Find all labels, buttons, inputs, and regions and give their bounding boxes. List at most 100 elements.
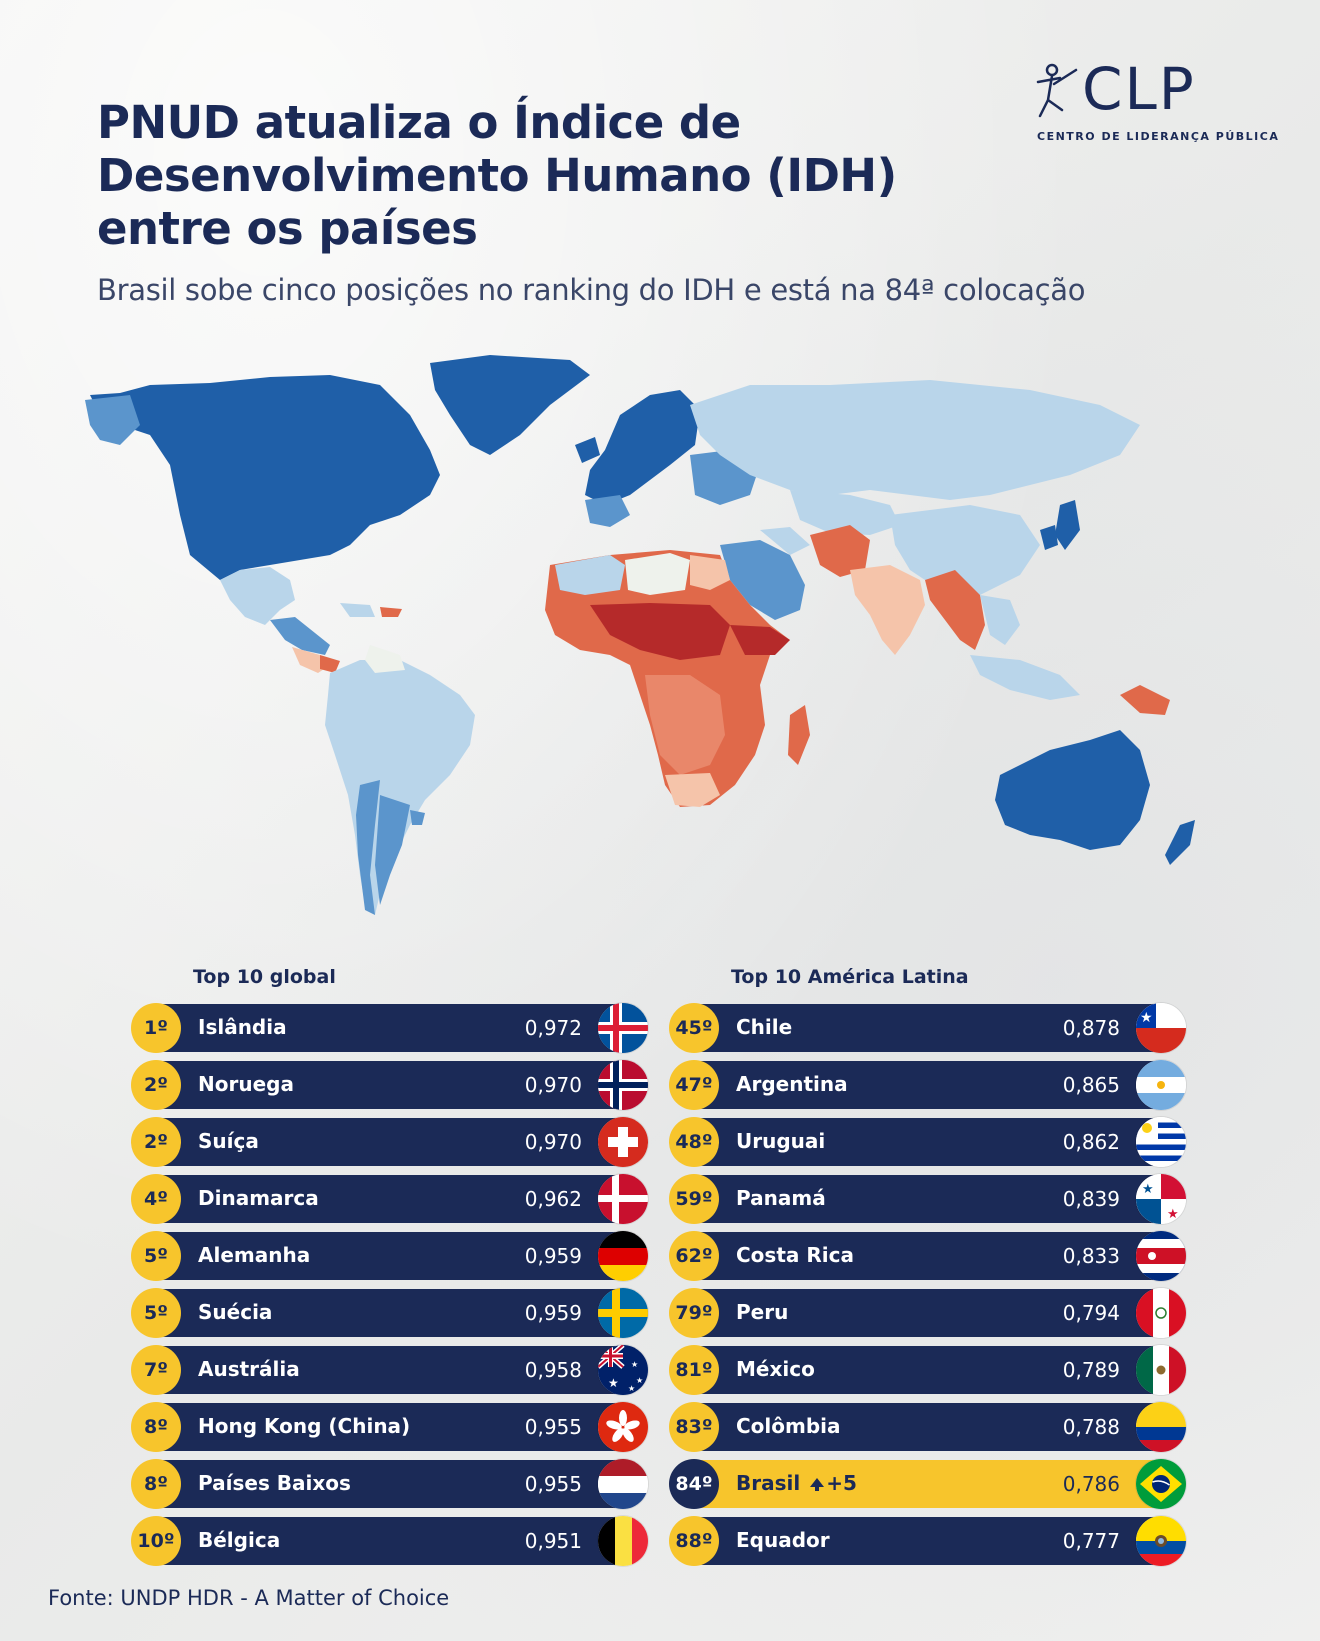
row-bar xyxy=(693,1175,1168,1223)
rank-badge: 8º xyxy=(131,1459,181,1509)
latam-row: 59º Panamá 0,839 ★ ★ xyxy=(669,1174,1186,1224)
rank-badge: 47º xyxy=(669,1060,719,1110)
latam-row: 79º Peru 0,794 xyxy=(669,1288,1186,1338)
hdi-value: 0,959 xyxy=(524,1244,582,1268)
latam-row: 45º Chile 0,878 ★ xyxy=(669,1003,1186,1053)
rank-badge: 2º xyxy=(131,1060,181,1110)
panama-flag-icon: ★ ★ xyxy=(1136,1174,1186,1224)
row-bar xyxy=(693,1403,1168,1451)
hdi-value: 0,970 xyxy=(524,1073,582,1097)
rank-badge: 10º xyxy=(131,1516,181,1566)
hdi-value: 0,786 xyxy=(1062,1472,1120,1496)
country-name: México xyxy=(736,1357,815,1381)
global-row: 8º Países Baixos 0,955 xyxy=(131,1459,648,1509)
country-name: Austrália xyxy=(198,1357,300,1381)
sweden-flag-icon xyxy=(598,1288,648,1338)
hdi-value: 0,958 xyxy=(524,1358,582,1382)
rank-badge: 2º xyxy=(131,1117,181,1167)
latam-row: 62º Costa Rica 0,833 xyxy=(669,1231,1186,1281)
country-name: Panamá xyxy=(736,1186,826,1210)
arrow-up-stem xyxy=(815,1483,820,1491)
norway-flag-icon xyxy=(598,1060,648,1110)
map-russia-asia xyxy=(690,380,1140,595)
argentina-flag-icon xyxy=(1136,1060,1186,1110)
peru-flag-icon xyxy=(1136,1288,1186,1338)
country-name: Noruega xyxy=(198,1072,294,1096)
country-name: Islândia xyxy=(198,1015,287,1039)
arrow-up-icon xyxy=(810,1478,825,1487)
row-bar xyxy=(693,1004,1168,1052)
global-row: 8º Hong Kong (China) 0,955 xyxy=(131,1402,648,1452)
hdi-value: 0,788 xyxy=(1062,1415,1120,1439)
rank-badge: 7º xyxy=(131,1345,181,1395)
row-bar xyxy=(155,1232,630,1280)
country-name: Uruguai xyxy=(736,1129,826,1153)
brazil-flag-icon xyxy=(1136,1459,1186,1509)
latam-row: 81º México 0,789 xyxy=(669,1345,1186,1395)
latam-row: 83º Colômbia 0,788 xyxy=(669,1402,1186,1452)
hdi-value: 0,794 xyxy=(1062,1301,1120,1325)
global-row: 2º Suíça 0,970 xyxy=(131,1117,648,1167)
hdi-value: 0,959 xyxy=(524,1301,582,1325)
country-name: Costa Rica xyxy=(736,1243,854,1267)
country-name: Países Baixos xyxy=(198,1471,351,1495)
hdi-value: 0,777 xyxy=(1062,1529,1120,1553)
rank-badge: 5º xyxy=(131,1288,181,1338)
rank-badge: 84º xyxy=(669,1459,719,1509)
country-name-text: Brasil xyxy=(736,1471,801,1495)
mexico-flag-icon xyxy=(1136,1345,1186,1395)
global-row: 1º Islândia 0,972 xyxy=(131,1003,648,1053)
latam-row: 47º Argentina 0,865 xyxy=(669,1060,1186,1110)
iceland-flag-icon xyxy=(598,1003,648,1053)
svg-text:★: ★ xyxy=(1142,1182,1154,1197)
denmark-flag-icon xyxy=(598,1174,648,1224)
country-name: Brasil +5 xyxy=(736,1471,857,1495)
rank-badge: 1º xyxy=(131,1003,181,1053)
rank-badge: 4º xyxy=(131,1174,181,1224)
hdi-value: 0,962 xyxy=(524,1187,582,1211)
country-name: Chile xyxy=(736,1015,793,1039)
latam-row: 88º Equador 0,777 xyxy=(669,1516,1186,1566)
latam-column-title: Top 10 América Latina xyxy=(731,966,969,988)
hdi-value: 0,951 xyxy=(524,1529,582,1553)
hdi-value: 0,878 xyxy=(1062,1016,1120,1040)
map-south-america xyxy=(325,645,475,915)
row-bar xyxy=(155,1517,630,1565)
map-greenland xyxy=(430,355,590,455)
country-name: Peru xyxy=(736,1300,789,1324)
latam-row: 48º Uruguai 0,862 xyxy=(669,1117,1186,1167)
map-south-asia xyxy=(850,565,1080,700)
costa-rica-flag-icon xyxy=(1136,1231,1186,1281)
map-north-america xyxy=(85,375,440,673)
row-bar xyxy=(693,1346,1168,1394)
rank-change-value: +5 xyxy=(826,1471,857,1495)
row-bar xyxy=(155,1175,630,1223)
row-bar xyxy=(155,1289,630,1337)
rank-badge: 62º xyxy=(669,1231,719,1281)
row-bar xyxy=(693,1289,1168,1337)
belgium-flag-icon xyxy=(598,1516,648,1566)
map-africa xyxy=(545,550,810,807)
hdi-value: 0,862 xyxy=(1062,1130,1120,1154)
hdi-value: 0,955 xyxy=(524,1415,582,1439)
world-map xyxy=(85,355,1195,915)
row-bar xyxy=(155,1403,630,1451)
rank-badge: 48º xyxy=(669,1117,719,1167)
source-note: Fonte: UNDP HDR - A Matter of Choice xyxy=(48,1586,450,1610)
country-name: Dinamarca xyxy=(198,1186,319,1210)
global-column-title: Top 10 global xyxy=(193,966,336,988)
country-name: Alemanha xyxy=(198,1243,311,1267)
rank-badge: 8º xyxy=(131,1402,181,1452)
germany-flag-icon xyxy=(598,1231,648,1281)
country-name: Suíça xyxy=(198,1129,259,1153)
country-name: Equador xyxy=(736,1528,830,1552)
rank-badge: 59º xyxy=(669,1174,719,1224)
rank-badge: 45º xyxy=(669,1003,719,1053)
row-bar xyxy=(693,1061,1168,1109)
hdi-value: 0,789 xyxy=(1062,1358,1120,1382)
hdi-value: 0,955 xyxy=(524,1472,582,1496)
hdi-value: 0,839 xyxy=(1062,1187,1120,1211)
clp-logo: CLP CENTRO DE LIDERANÇA PÚBLICA xyxy=(1032,55,1278,150)
svg-text:★: ★ xyxy=(628,1384,635,1393)
rank-change: +5 xyxy=(810,1471,857,1495)
